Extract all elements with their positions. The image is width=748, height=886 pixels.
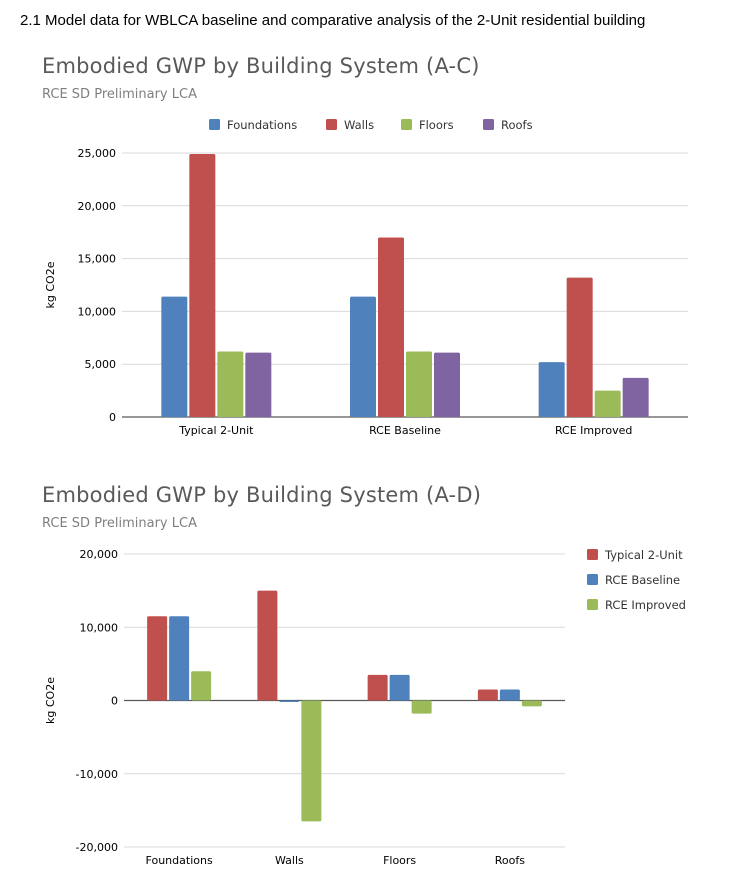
chart1-legend-label: Walls <box>344 118 374 132</box>
chart2-bar-rce-baseline <box>389 674 410 701</box>
chart2-bar-typical-2-unit <box>367 674 388 701</box>
chart1-y-tick-label: 5,000 <box>85 358 117 371</box>
chart1-legend-label: Foundations <box>227 118 297 132</box>
chart1-x-category-label: Typical 2-Unit <box>178 424 254 437</box>
chart2-legend-swatch <box>587 574 598 585</box>
chart2-bar-rce-baseline <box>499 689 520 701</box>
chart1-legend-swatch <box>326 119 337 130</box>
chart2-legend-label: Typical 2-Unit <box>604 548 683 562</box>
chart1-subtitle: RCE SD Preliminary LCA <box>42 87 197 102</box>
chart2-bar-rce-baseline <box>169 616 190 701</box>
chart1-bar-roofs <box>622 377 649 417</box>
chart2-y-tick-label: 20,000 <box>80 548 119 561</box>
chart2-legend-swatch <box>587 549 598 560</box>
chart2-subtitle: RCE SD Preliminary LCA <box>42 516 197 531</box>
chart1-bar-walls <box>189 154 216 417</box>
chart2-bar-rce-improved <box>301 700 322 822</box>
section-heading: 2.1 Model data for WBLCA baseline and co… <box>20 12 646 29</box>
chart1-x-category-label: RCE Improved <box>555 424 632 437</box>
chart1-legend-swatch <box>483 119 494 130</box>
chart1-bar-floors <box>594 390 621 417</box>
chart2-bar-rce-improved <box>411 700 432 714</box>
chart1-bar-floors <box>217 351 244 417</box>
chart1-y-tick-label: 15,000 <box>78 253 117 266</box>
chart1-legend-swatch <box>401 119 412 130</box>
chart2-bar-rce-improved <box>521 700 542 707</box>
chart2-title: Embodied GWP by Building System (A-D) <box>42 483 482 507</box>
chart2-legend-label: RCE Baseline <box>605 573 680 587</box>
chart2-x-category-label: Roofs <box>495 854 525 867</box>
chart1-y-tick-label: 0 <box>109 411 116 424</box>
chart1-y-axis-label: kg CO2e <box>44 261 57 308</box>
chart1-bar-foundations <box>161 296 188 417</box>
chart2-y-tick-label: 0 <box>111 695 118 708</box>
chart1-bar-floors <box>406 351 432 417</box>
chart1-legend-label: Roofs <box>501 118 533 132</box>
chart1-y-tick-label: 25,000 <box>78 147 117 160</box>
chart2-x-category-label: Floors <box>383 854 416 867</box>
chart2-legend-label: RCE Improved <box>605 598 686 612</box>
chart1-legend-swatch <box>209 119 220 130</box>
chart2-legend-swatch <box>587 599 598 610</box>
chart2-bar-rce-baseline <box>279 700 300 702</box>
chart2-y-axis-label: kg CO2e <box>44 677 57 724</box>
chart2-bar-typical-2-unit <box>147 616 168 701</box>
chart1-y-tick-label: 10,000 <box>78 305 117 318</box>
chart1-bar-foundations <box>538 362 565 417</box>
chart2-y-tick-label: -10,000 <box>76 768 118 781</box>
chart1-bar-roofs <box>434 352 460 417</box>
chart1-bar-walls <box>378 237 404 417</box>
chart2-bar-typical-2-unit <box>257 590 278 701</box>
chart2-x-category-label: Walls <box>275 854 304 867</box>
chart1-bar-foundations <box>350 296 376 417</box>
chart2-bar-rce-improved <box>191 671 212 701</box>
chart1-legend-label: Floors <box>419 118 454 132</box>
chart1-y-tick-label: 20,000 <box>78 200 117 213</box>
chart1-x-category-label: RCE Baseline <box>369 424 441 437</box>
chart2-y-tick-label: 10,000 <box>80 621 119 634</box>
chart1-title: Embodied GWP by Building System (A-C) <box>42 54 480 78</box>
chart1-bar-walls <box>566 277 593 417</box>
chart2-x-category-label: Foundations <box>146 854 213 867</box>
chart1-bar-roofs <box>245 352 272 417</box>
chart2-y-tick-label: -20,000 <box>76 841 118 854</box>
chart2-bar-typical-2-unit <box>477 689 498 701</box>
chart1-plot: 0 5,000 10,000 15,000 20,000 25,000 kg CO2e Typ… <box>44 118 688 437</box>
